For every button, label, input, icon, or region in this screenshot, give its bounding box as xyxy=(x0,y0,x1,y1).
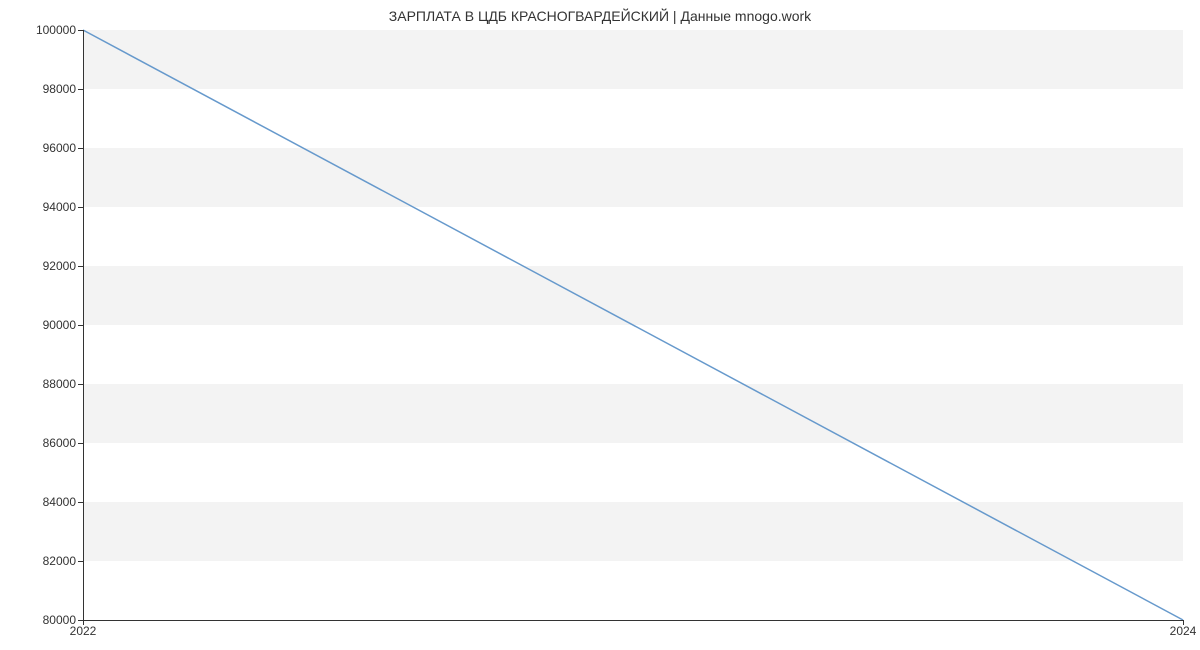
y-tick-label: 82000 xyxy=(16,554,76,568)
y-axis-line xyxy=(83,30,84,620)
salary-chart: ЗАРПЛАТА В ЦДБ КРАСНОГВАРДЕЙСКИЙ | Данны… xyxy=(0,0,1200,650)
y-tick-mark xyxy=(78,30,83,31)
y-tick-label: 94000 xyxy=(16,200,76,214)
y-tick-label: 96000 xyxy=(16,141,76,155)
y-tick-label: 92000 xyxy=(16,259,76,273)
y-tick-mark xyxy=(78,148,83,149)
y-tick-mark xyxy=(78,384,83,385)
y-tick-label: 80000 xyxy=(16,613,76,627)
x-tick-mark xyxy=(83,620,84,625)
line-layer xyxy=(83,30,1183,620)
y-tick-label: 100000 xyxy=(16,23,76,37)
chart-title: ЗАРПЛАТА В ЦДБ КРАСНОГВАРДЕЙСКИЙ | Данны… xyxy=(0,8,1200,24)
plot-area xyxy=(83,30,1183,620)
x-axis-line xyxy=(83,620,1183,621)
y-tick-mark xyxy=(78,266,83,267)
y-tick-mark xyxy=(78,502,83,503)
series-line xyxy=(83,30,1183,620)
y-tick-label: 88000 xyxy=(16,377,76,391)
y-tick-label: 90000 xyxy=(16,318,76,332)
y-tick-label: 86000 xyxy=(16,436,76,450)
y-tick-mark xyxy=(78,325,83,326)
x-tick-label: 2024 xyxy=(1170,624,1197,638)
y-tick-mark xyxy=(78,443,83,444)
y-tick-mark xyxy=(78,89,83,90)
x-tick-mark xyxy=(1183,620,1184,625)
y-tick-label: 98000 xyxy=(16,82,76,96)
y-tick-label: 84000 xyxy=(16,495,76,509)
y-tick-mark xyxy=(78,207,83,208)
y-tick-mark xyxy=(78,561,83,562)
x-tick-label: 2022 xyxy=(70,624,97,638)
